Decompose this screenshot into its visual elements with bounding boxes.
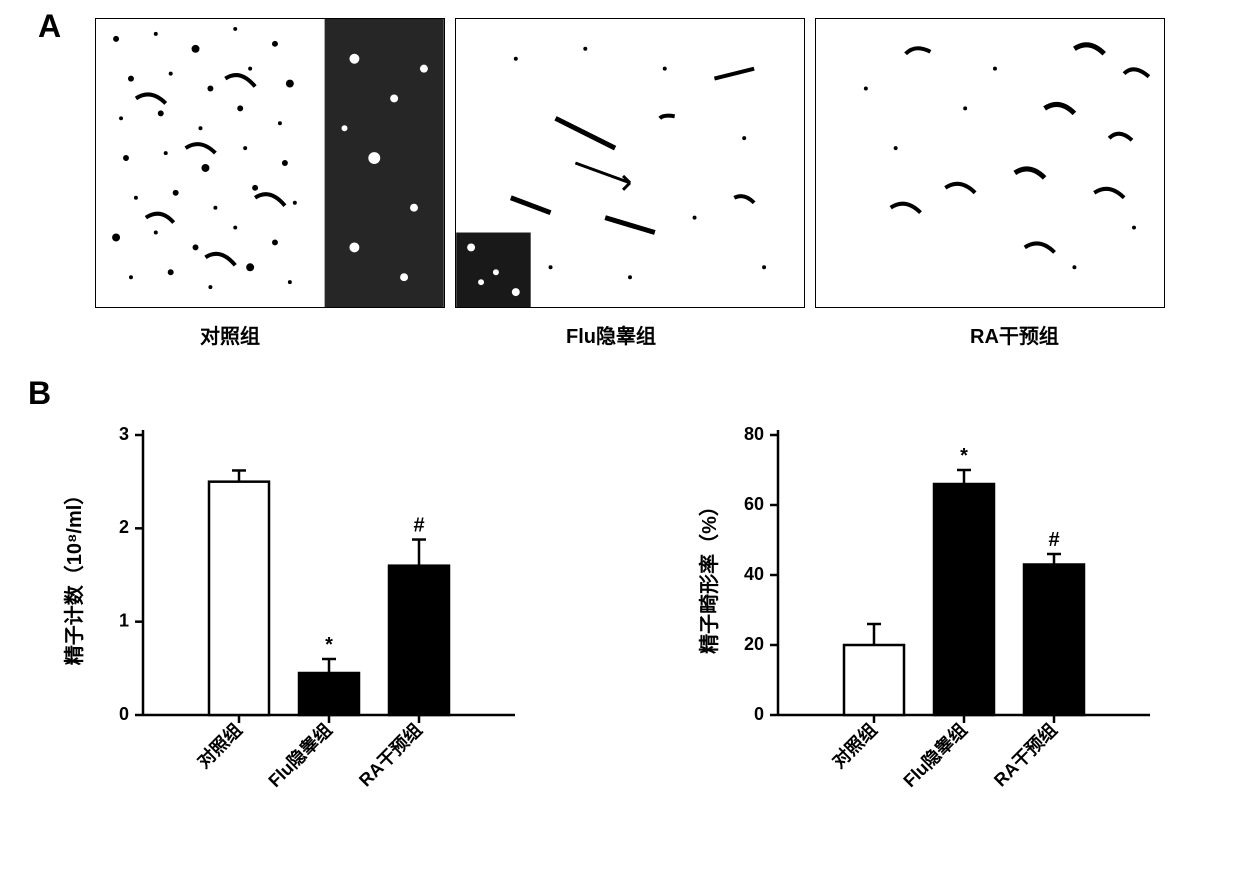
svg-text:80: 80	[744, 424, 764, 444]
svg-text:对照组: 对照组	[828, 719, 881, 772]
micrograph-flu-label: Flu隐睾组	[566, 320, 656, 349]
svg-text:3: 3	[119, 424, 129, 444]
micrograph-control	[95, 18, 445, 308]
micrograph-control-label: 对照组	[200, 320, 260, 349]
svg-text:精子计数（10⁸/ml）: 精子计数（10⁸/ml）	[62, 485, 86, 666]
panel-a-row	[95, 18, 1195, 308]
svg-text:Flu隐睾组: Flu隐睾组	[264, 719, 336, 791]
panel-a-label: A	[38, 8, 61, 45]
panel-b-label: B	[28, 375, 51, 412]
micrograph-control-svg	[96, 19, 444, 307]
micrograph-flu	[455, 18, 805, 308]
svg-text:20: 20	[744, 634, 764, 654]
svg-text:对照组: 对照组	[193, 719, 246, 772]
svg-text:0: 0	[754, 704, 764, 724]
svg-text:40: 40	[744, 564, 764, 584]
micrograph-ra-svg	[816, 19, 1164, 307]
svg-text:RA干预组: RA干预组	[354, 719, 425, 790]
svg-text:0: 0	[119, 704, 129, 724]
micrograph-flu-svg	[456, 19, 804, 307]
svg-text:1: 1	[119, 610, 129, 630]
micrograph-ra	[815, 18, 1165, 308]
svg-text:*: *	[325, 634, 333, 656]
svg-text:#: #	[1048, 529, 1059, 551]
svg-text:Flu隐睾组: Flu隐睾组	[899, 719, 971, 791]
svg-text:#: #	[413, 515, 424, 537]
svg-text:*: *	[960, 445, 968, 467]
svg-text:精子畸形率（%）: 精子畸形率（%）	[697, 496, 721, 654]
svg-text:60: 60	[744, 494, 764, 514]
micrograph-ra-label: RA干预组	[970, 320, 1059, 349]
svg-text:2: 2	[119, 517, 129, 537]
svg-text:RA干预组: RA干预组	[989, 719, 1060, 790]
chart-malformation-rate: 0 20 40 60 80 精子畸形率（%） 对照组 * Flu隐睾组 # RA干预组	[690, 405, 1170, 865]
chart-sperm-count: 0 1 2 3 精子计数（10⁸/ml） 对照组 * Flu隐睾组 # RA干预组	[55, 405, 535, 865]
